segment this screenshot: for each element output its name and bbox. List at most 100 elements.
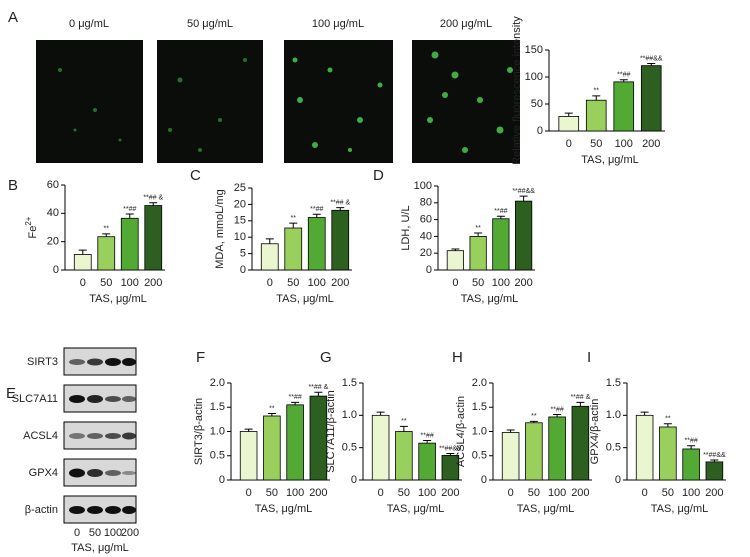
- error-bar: [553, 414, 562, 417]
- x-tick-label: 50: [528, 487, 540, 499]
- x-tick-label: 100: [418, 487, 436, 499]
- x-tick-label: 200: [514, 277, 532, 289]
- y-tick-label: 0: [219, 474, 225, 486]
- bar-chart: G 0 0.5 1.0 1.5 0 ** 50 **## 100 **##&& 200 TAS, μg/…: [320, 349, 462, 515]
- error-bar: [506, 429, 515, 433]
- y-tick-label: 15: [234, 215, 246, 227]
- panel-label: C: [190, 167, 201, 184]
- x-tick-label: 50: [287, 277, 299, 289]
- error-bar: [687, 445, 696, 449]
- bar: [585, 99, 607, 132]
- error-bar: [265, 238, 274, 244]
- bar: [515, 200, 533, 271]
- x-axis-title: TAS, μg/mL: [89, 293, 146, 305]
- y-axis-title-sup: 2+: [24, 216, 33, 225]
- significance: **## &: [570, 394, 590, 401]
- bar: [548, 416, 566, 481]
- significance: **##&&: [439, 445, 462, 452]
- panel-label: I: [587, 349, 591, 366]
- bar-chart: F 0 0.5 1.0 1.5 2.0 0 ** 50 **## 100 **## & 200 TAS, …: [193, 349, 330, 515]
- x-tick-label: 100: [682, 487, 700, 499]
- western-blot: [63, 347, 137, 524]
- y-tick-label: 60: [47, 179, 59, 191]
- significance: **## &: [308, 384, 328, 391]
- error-bar: [336, 207, 345, 211]
- bar: [525, 422, 543, 481]
- image-label: 50 μg/mL: [187, 18, 233, 30]
- y-tick-label: 40: [420, 230, 432, 242]
- bar: [331, 209, 350, 271]
- y-axis-title: Relative fluorescence intensity: [511, 16, 523, 165]
- significance: **##: [123, 206, 136, 213]
- x-tick-label: 100: [121, 277, 139, 289]
- significance: **: [531, 413, 537, 420]
- x-tick-label: 50: [398, 487, 410, 499]
- x-tick-label: 200: [144, 277, 162, 289]
- x-tick-label: 0: [642, 487, 648, 499]
- bands: [69, 358, 136, 514]
- band-label: SLC7A11: [12, 393, 58, 405]
- x-axis-title: TAS, μg/mL: [581, 154, 638, 166]
- error-bar: [619, 79, 628, 82]
- error-bar: [289, 222, 298, 229]
- error-bar: [244, 428, 253, 432]
- significance: **##: [494, 208, 507, 215]
- y-tick-label: 0.5: [606, 442, 621, 454]
- bar-chart: H 0 0.5 1.0 1.5 2.0 0 ** 50 **## 100 **## & 200 TAS, …: [452, 349, 592, 515]
- y-axis-title: MDA, mmoL/mg: [214, 189, 226, 268]
- bar-chart: I 0 0.5 1.0 1.5 0 ** 50 **## 100 **##&& 200 TAS, μg/…: [587, 349, 726, 515]
- significance: **: [104, 226, 110, 233]
- bar-chart: B 0 20 40 60 0 ** 50 **## 100 **## & 200 TAS, μg/mL F…: [8, 177, 165, 305]
- significance: **: [269, 405, 275, 412]
- x-tick-label: 100: [548, 487, 566, 499]
- x-tick-label: 200: [309, 487, 327, 499]
- y-tick-label: 20: [234, 198, 246, 210]
- y-axis-title: ACSL4/β-actin: [455, 396, 467, 467]
- x-axis-title: TAS, μg/mL: [255, 503, 312, 515]
- bar-chart: 0 50 100 150 0 ** 50 **## 100 **##&& 200 TAS, μg/mL…: [511, 16, 665, 166]
- y-tick-label: 0: [426, 264, 432, 276]
- bar: [501, 432, 520, 481]
- x-axis-title: TAS, μg/mL: [387, 503, 444, 515]
- error-bar: [576, 401, 585, 407]
- y-tick-label: 5: [240, 248, 246, 260]
- x-tick-label: 50: [472, 277, 484, 289]
- x-tick-label: 0: [508, 487, 514, 499]
- y-tick-label: 1.0: [342, 409, 357, 421]
- y-axis-title-text: MDA, mmoL/mg: [214, 189, 226, 268]
- y-tick-label: 2.0: [472, 377, 487, 389]
- y-axis-title: LDH, U/L: [400, 205, 412, 250]
- y-axis-title-text: SIRT3/β-actin: [193, 398, 205, 465]
- y-tick-label: 100: [414, 180, 432, 192]
- bar: [640, 65, 662, 132]
- x-axis-title: TAS, μg/mL: [517, 503, 574, 515]
- x-axis-title: TAS, μg/mL: [651, 503, 708, 515]
- x-tick-label: 200: [642, 138, 660, 150]
- bar: [558, 116, 580, 132]
- error-bar: [267, 413, 276, 416]
- image-label: 0 μg/mL: [69, 18, 109, 30]
- y-tick-label: 20: [420, 247, 432, 259]
- error-bar: [519, 195, 528, 202]
- cells: [292, 51, 513, 153]
- x-tick-label: 200: [331, 277, 349, 289]
- band-label: ACSL4: [23, 430, 58, 442]
- panel-label: F: [196, 349, 205, 366]
- panel-label: G: [320, 349, 332, 366]
- y-axis-title: Fe2+: [24, 216, 39, 238]
- y-axis-title-text: LDH, U/L: [400, 205, 412, 250]
- x-tick-label: 100: [615, 138, 633, 150]
- error-bar: [102, 233, 111, 237]
- y-tick-label: 40: [47, 207, 59, 219]
- significance: **##&&: [703, 452, 726, 459]
- y-tick-label: 0.5: [342, 442, 357, 454]
- x-tick-label: 0: [566, 138, 572, 150]
- bar: [260, 243, 279, 271]
- y-axis-title: GPX4/β-actin: [589, 399, 601, 465]
- x-tick-label: 50: [590, 138, 602, 150]
- bar: [613, 81, 635, 132]
- significance: **##: [551, 406, 564, 413]
- bar: [659, 426, 677, 481]
- x-tick-label: 0: [267, 277, 273, 289]
- image-label: 200 μg/mL: [440, 18, 492, 30]
